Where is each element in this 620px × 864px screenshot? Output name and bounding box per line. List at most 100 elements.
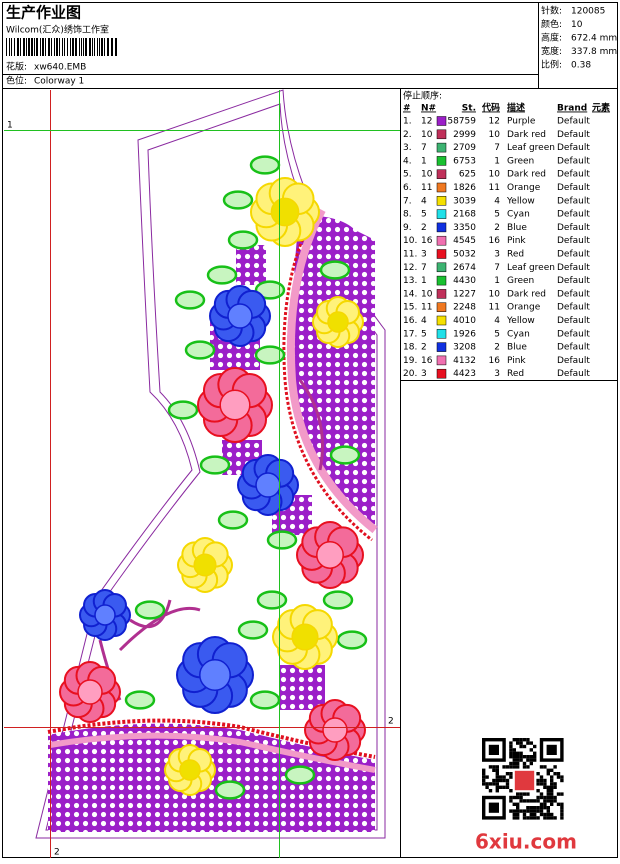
table-cell: Red bbox=[507, 369, 524, 379]
color-swatch bbox=[436, 182, 447, 193]
design-label: 花版: bbox=[6, 61, 27, 73]
table-cell: 9. bbox=[403, 223, 412, 233]
qr-module bbox=[516, 741, 520, 745]
table-cell: Pink bbox=[507, 236, 526, 246]
qr-module bbox=[522, 738, 527, 742]
barcode bbox=[6, 38, 117, 56]
qr-module bbox=[550, 782, 554, 786]
qr-module bbox=[539, 775, 544, 779]
table-cell: 2 bbox=[421, 223, 427, 233]
column-header: # bbox=[403, 104, 411, 114]
qr-module bbox=[522, 761, 527, 766]
qr-module bbox=[539, 809, 544, 813]
flower-core bbox=[255, 472, 281, 498]
table-cell: Dark red bbox=[507, 289, 546, 299]
leaf bbox=[249, 690, 281, 710]
table-cell: 7 bbox=[421, 263, 427, 273]
table-cell: 2. bbox=[403, 130, 412, 140]
qr-module bbox=[516, 761, 520, 766]
barcode-bar bbox=[11, 38, 12, 56]
leaf bbox=[206, 265, 238, 285]
qr-module bbox=[526, 738, 530, 742]
table-cell: 2674 bbox=[453, 263, 476, 273]
qr-module bbox=[512, 816, 516, 820]
leaf-body bbox=[254, 345, 286, 365]
qr-module bbox=[533, 809, 537, 813]
qr-module bbox=[539, 795, 544, 800]
qr-module bbox=[519, 744, 523, 749]
qr-module bbox=[556, 792, 561, 796]
flower-core bbox=[227, 303, 253, 329]
table-cell: 1 bbox=[421, 156, 427, 166]
table-cell: 7. bbox=[403, 196, 412, 206]
barcode-bar bbox=[56, 38, 58, 56]
qr-module bbox=[495, 768, 499, 772]
flower bbox=[296, 521, 364, 590]
qr-module bbox=[536, 789, 540, 793]
qr-module bbox=[553, 795, 557, 800]
color-swatch bbox=[436, 355, 447, 366]
qr-module bbox=[529, 809, 533, 813]
leaf-body bbox=[284, 765, 316, 785]
table-cell: 4 bbox=[494, 316, 500, 326]
flower bbox=[197, 367, 274, 444]
table-cell: 7 bbox=[494, 263, 500, 273]
flower-core bbox=[270, 197, 300, 227]
table-cell: 1 bbox=[494, 276, 500, 286]
table-cell: 11 bbox=[421, 183, 432, 193]
column-header: 描述 bbox=[507, 102, 525, 114]
stop-table: 停止顺序:# N# St. 代码 描述 Brand 元素1. 12 58759 12 Purple D… bbox=[403, 90, 610, 380]
color-swatch bbox=[436, 275, 447, 286]
qr-module bbox=[499, 778, 503, 783]
qr-module bbox=[529, 741, 533, 745]
qr-module bbox=[482, 775, 486, 779]
barcode-bar bbox=[89, 38, 91, 56]
table-cell: 19. bbox=[403, 356, 417, 366]
table-cell: 11 bbox=[489, 303, 500, 313]
table-cell: 3 bbox=[421, 250, 427, 260]
qr-module bbox=[539, 812, 544, 817]
qr-module bbox=[533, 755, 537, 759]
qr-module bbox=[560, 816, 564, 820]
flower-core bbox=[77, 679, 103, 705]
table-cell: Default bbox=[557, 329, 590, 339]
flower-core bbox=[193, 553, 217, 577]
qr-module bbox=[492, 778, 496, 783]
qr-module bbox=[499, 775, 503, 779]
leaf bbox=[222, 190, 254, 210]
qr-module bbox=[533, 806, 537, 810]
table-cell: 3 bbox=[494, 369, 500, 379]
leaf-body bbox=[124, 690, 156, 710]
leaf bbox=[134, 600, 166, 620]
qr-code bbox=[480, 736, 566, 822]
qr-module bbox=[502, 785, 506, 789]
qr-finder bbox=[546, 744, 557, 755]
barcode-bar bbox=[97, 38, 98, 56]
leaf-body bbox=[227, 230, 259, 250]
qr-module bbox=[526, 816, 530, 820]
qr-module bbox=[516, 809, 520, 813]
table-cell: 625 bbox=[459, 170, 476, 180]
table-cell: Default bbox=[557, 250, 590, 260]
leaf bbox=[214, 780, 246, 800]
table-title: 停止顺序: bbox=[403, 90, 442, 102]
table-cell: 12. bbox=[403, 263, 417, 273]
qr-module bbox=[550, 789, 554, 793]
table-cell: 2168 bbox=[453, 210, 476, 220]
flower bbox=[304, 699, 366, 761]
qr-module bbox=[550, 812, 554, 817]
table-cell: Cyan bbox=[507, 329, 530, 339]
table-cell: Dark red bbox=[507, 170, 546, 180]
qr-module bbox=[509, 809, 513, 813]
barcode-bar bbox=[107, 38, 109, 56]
barcode-bar bbox=[75, 38, 77, 56]
qr-module bbox=[485, 775, 489, 779]
table-cell: Blue bbox=[507, 223, 527, 233]
info-label: 宽度: bbox=[541, 45, 562, 57]
qr-module bbox=[546, 809, 550, 813]
color-swatch bbox=[436, 209, 447, 219]
qr-module bbox=[546, 792, 550, 796]
qr-module bbox=[482, 768, 486, 772]
leaf-body bbox=[199, 455, 231, 475]
watermark: 6xiu.com bbox=[475, 830, 577, 854]
